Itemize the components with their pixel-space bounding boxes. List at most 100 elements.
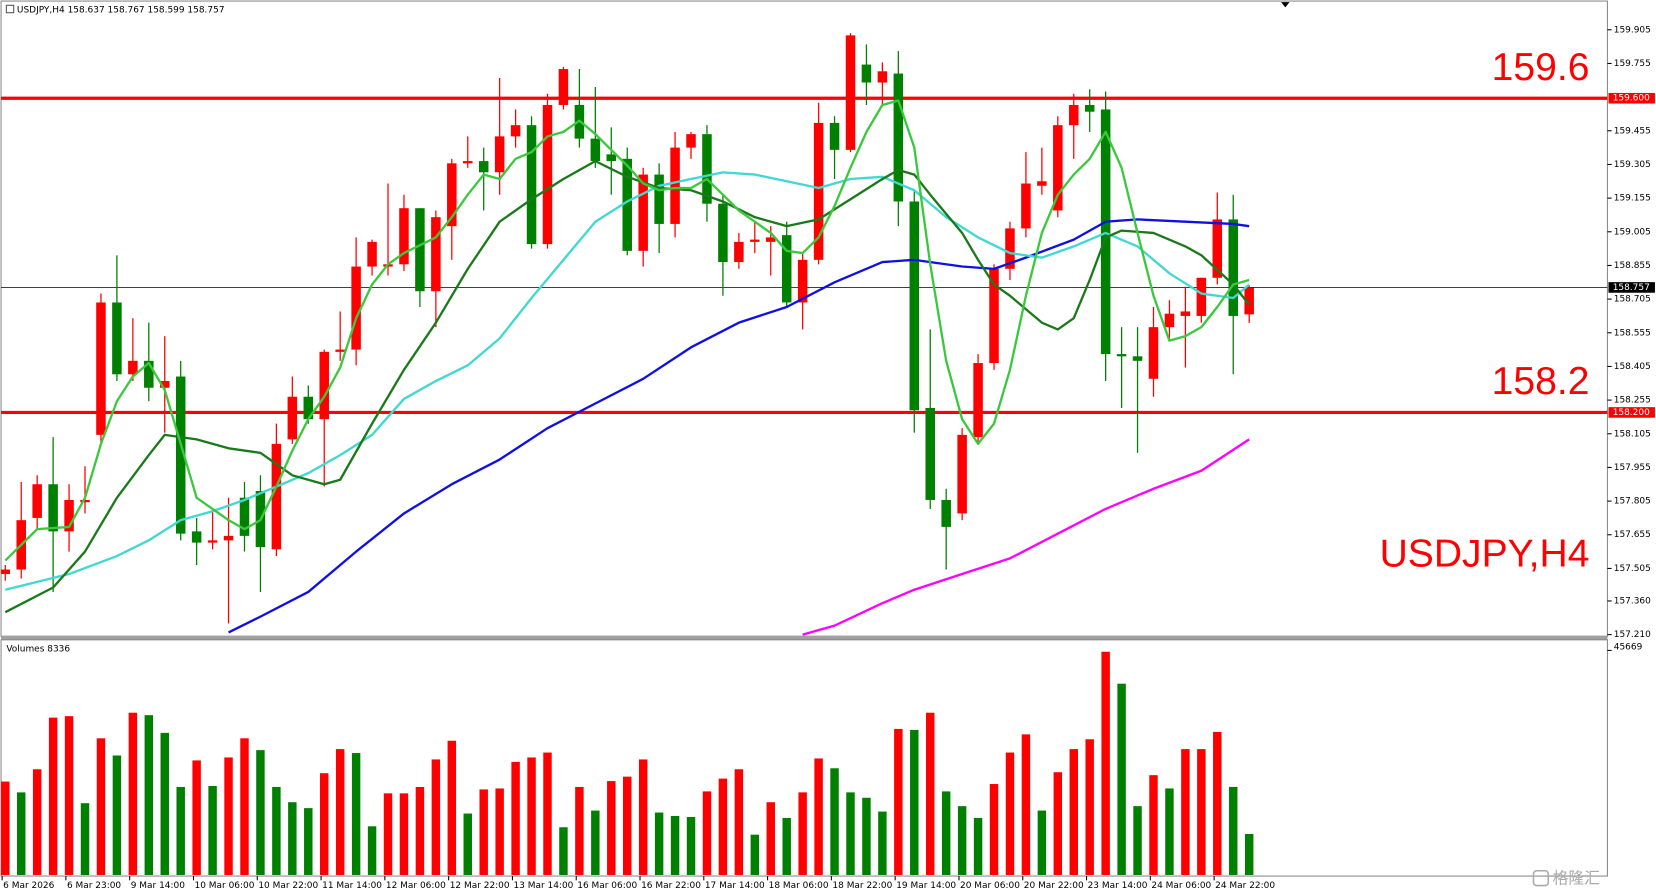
volume-bar bbox=[607, 781, 616, 875]
volume-bar bbox=[272, 786, 281, 875]
header-symbol: USDJPY,H4 bbox=[17, 5, 65, 15]
volume-bar bbox=[862, 797, 871, 875]
shift-marker bbox=[1281, 2, 1290, 8]
candle-body bbox=[638, 174, 648, 251]
candle-body bbox=[287, 396, 298, 440]
x-tick-label: 20 Mar 22:00 bbox=[1024, 881, 1084, 891]
candle-body bbox=[1132, 356, 1143, 361]
candle-body bbox=[319, 351, 329, 420]
y-tick-label: 157.955 bbox=[1614, 463, 1651, 473]
candle-body bbox=[128, 360, 138, 375]
candle-body bbox=[1148, 327, 1159, 379]
volume-y-tick-label: 45669 bbox=[1614, 643, 1643, 653]
level-annotation: 159.6 bbox=[1492, 46, 1590, 89]
level-price-box bbox=[1608, 407, 1655, 418]
volume-bar bbox=[734, 769, 744, 875]
volume-bar bbox=[941, 791, 951, 875]
volume-bar bbox=[463, 813, 472, 875]
x-tick-label: 12 Mar 06:00 bbox=[386, 881, 446, 891]
candle-body bbox=[1100, 109, 1111, 355]
candle-body bbox=[1212, 219, 1223, 278]
price-plot bbox=[1, 33, 1608, 636]
header: USDJPY,H4 158.637 158.767 158.599 158.75… bbox=[17, 5, 225, 15]
volume-bar bbox=[17, 792, 26, 875]
x-tick-label: 24 Mar 06:00 bbox=[1151, 881, 1211, 891]
x-tick-label: 18 Mar 06:00 bbox=[769, 881, 829, 891]
candle-body bbox=[797, 259, 808, 303]
level-price-box bbox=[1608, 92, 1655, 104]
candle-body bbox=[781, 235, 792, 303]
volume-bar bbox=[1181, 749, 1190, 875]
volume-bar bbox=[686, 816, 696, 875]
candle-body bbox=[160, 381, 170, 388]
volume-bar bbox=[479, 789, 488, 875]
candle-body bbox=[478, 161, 489, 173]
chart-title: USDJPY,H4 bbox=[1380, 532, 1590, 575]
y-tick-label: 158.705 bbox=[1614, 295, 1651, 305]
y-tick-label: 157.805 bbox=[1614, 497, 1651, 507]
axes: 159.905 159.755 159.455 159.305 159.155 159.0… bbox=[1, 25, 1655, 891]
y-tick-label: 158.105 bbox=[1614, 429, 1651, 439]
candle-body bbox=[1244, 287, 1254, 315]
candle-body bbox=[223, 535, 234, 541]
volume-bar bbox=[160, 732, 169, 875]
symbol-icon bbox=[5, 4, 15, 14]
volume-bar bbox=[766, 802, 775, 875]
candle-body bbox=[750, 239, 760, 242]
volume-bar bbox=[511, 761, 520, 875]
volume-bar bbox=[782, 817, 791, 875]
volume-bar bbox=[670, 815, 680, 875]
volume-bar bbox=[1021, 734, 1031, 875]
ma-line bbox=[802, 438, 1250, 636]
candle-body bbox=[191, 531, 202, 543]
header-low: 158.599 bbox=[147, 5, 184, 15]
candle-body bbox=[1069, 104, 1079, 126]
x-tick-label: 16 Mar 22:00 bbox=[641, 881, 701, 891]
candle-body bbox=[64, 499, 74, 532]
volume-header: Volumes 8336 bbox=[6, 644, 70, 654]
y-tick-label: 159.755 bbox=[1614, 59, 1651, 69]
pane-separator bbox=[1, 635, 1608, 640]
volume-bar bbox=[1037, 810, 1047, 875]
candle-body bbox=[845, 35, 856, 150]
candle-body bbox=[861, 64, 872, 83]
volume-last: 8336 bbox=[47, 644, 70, 654]
candle-body bbox=[96, 302, 106, 435]
y-tick-label: 157.655 bbox=[1614, 530, 1651, 540]
candle-body bbox=[1, 569, 11, 575]
x-tick-label: 16 Mar 06:00 bbox=[577, 881, 637, 891]
y-tick-label: 157.360 bbox=[1614, 596, 1651, 606]
ma-line bbox=[4, 159, 1251, 614]
x-tick-label: 9 Mar 14:00 bbox=[131, 881, 185, 891]
volume-bar bbox=[1053, 772, 1063, 875]
candle-body bbox=[686, 134, 696, 148]
candle-body bbox=[335, 349, 345, 352]
volume-bar bbox=[144, 715, 154, 875]
volume-bar bbox=[96, 738, 106, 875]
volume-bar bbox=[256, 750, 265, 875]
candle-body bbox=[893, 73, 904, 202]
volume-bar bbox=[750, 834, 760, 875]
x-tick-label: 10 Mar 22:00 bbox=[258, 881, 318, 891]
y-tick-label: 158.405 bbox=[1614, 362, 1651, 372]
x-tick-label: 12 Mar 22:00 bbox=[450, 881, 510, 891]
candle-body bbox=[1116, 354, 1127, 357]
volume-bar bbox=[1165, 788, 1174, 875]
candle-body bbox=[399, 208, 409, 265]
candle-body bbox=[447, 163, 457, 227]
volume-bar bbox=[383, 793, 393, 875]
candle-body bbox=[766, 237, 776, 242]
y-tick-label: 159.155 bbox=[1614, 194, 1651, 204]
y-tick-label: 158.255 bbox=[1614, 396, 1651, 406]
header-close: 158.757 bbox=[187, 5, 224, 15]
volume-bar bbox=[128, 712, 138, 875]
watermark-group: 格隆汇 bbox=[1532, 869, 1600, 888]
volume-bar bbox=[910, 729, 919, 875]
ma-line bbox=[228, 218, 1250, 634]
candle-body bbox=[1084, 104, 1095, 112]
volume-bar bbox=[351, 753, 361, 875]
volume-bar bbox=[304, 808, 313, 875]
x-tick-label: 13 Mar 14:00 bbox=[513, 881, 573, 891]
x-tick-label: 24 Mar 22:00 bbox=[1215, 881, 1275, 891]
volume-bar bbox=[1, 781, 10, 875]
